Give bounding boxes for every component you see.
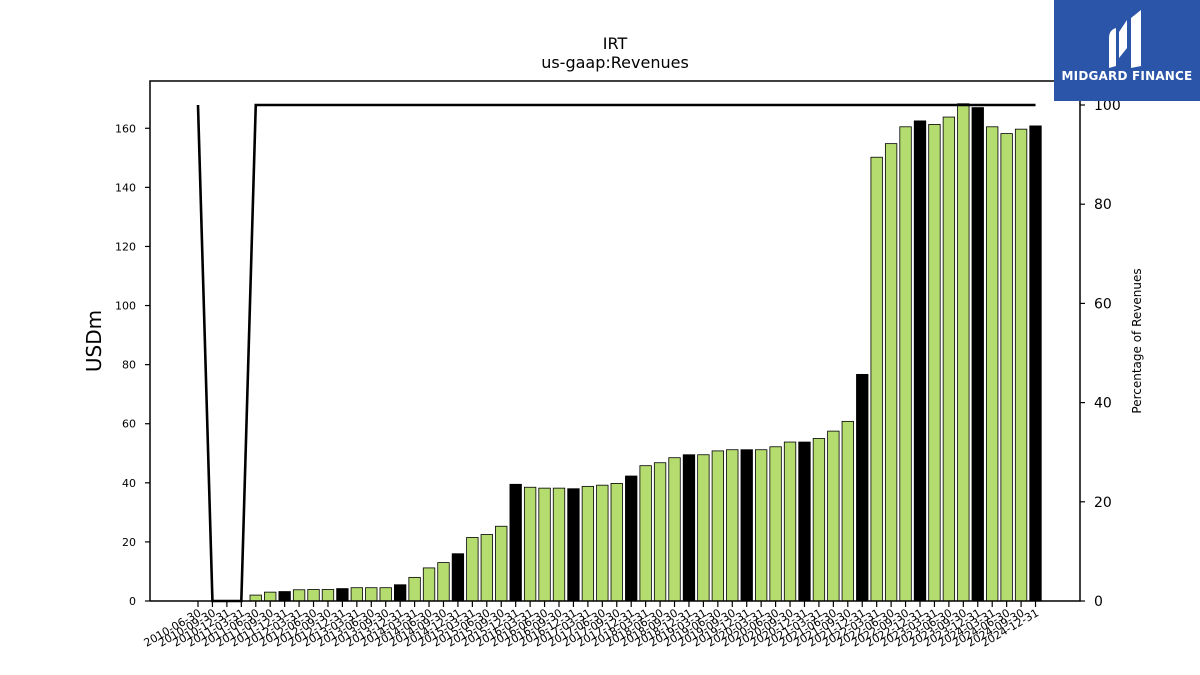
- bar-2024-09-30: [1014, 128, 1028, 602]
- bar-2012-03-31: [292, 589, 306, 602]
- bar-2024-12-31: [1029, 125, 1042, 602]
- logo-text: MIDGARD FINANCE: [1061, 69, 1193, 83]
- y-tick-label: 40: [122, 477, 136, 490]
- y-tick-label: 140: [115, 181, 136, 194]
- y-tick-label: 160: [115, 122, 136, 135]
- bar-2013-09-30: [379, 587, 392, 602]
- bar-2015-06-30: [480, 534, 493, 602]
- y-tick-label: 80: [122, 359, 136, 372]
- percentage-line: [196, 103, 1036, 603]
- chart-subtitle: us-gaap:Revenues: [541, 53, 689, 72]
- bar-2017-09-30: [610, 483, 623, 602]
- bar-2019-12-31: [740, 449, 753, 602]
- bar-2014-09-30: [437, 562, 450, 602]
- bar-2020-12-31: [798, 441, 811, 602]
- bar-2015-09-30: [495, 525, 508, 602]
- bar-2014-03-31: [408, 576, 421, 602]
- bar-2020-03-31: [755, 449, 768, 602]
- bar-2011-06-30: [249, 594, 262, 602]
- bar-2024-06-30: [1000, 133, 1013, 602]
- bar-2021-06-30: [827, 430, 840, 602]
- bar-2021-03-31: [812, 438, 826, 602]
- bar-2012-06-30: [307, 589, 320, 602]
- axes-layer: 0204060801001201401600204060801002010-06…: [115, 80, 1121, 650]
- brand-logo: MIDGARD FINANCE: [1054, 0, 1200, 101]
- bar-2023-03-31: [928, 124, 941, 602]
- bar-2017-06-30: [596, 484, 609, 602]
- bar-2013-12-31: [394, 584, 407, 602]
- logo-mark-icon: [1109, 10, 1141, 68]
- y2-tick-label: 20: [1094, 495, 1112, 511]
- y-tick-label: 120: [115, 240, 136, 253]
- y2-tick-label: 80: [1094, 197, 1112, 213]
- y-tick-label: 0: [129, 595, 136, 608]
- bar-2016-06-30: [538, 487, 551, 602]
- bars-layer: [249, 103, 1042, 602]
- bar-2021-12-31: [856, 373, 869, 602]
- bar-2013-03-31: [350, 587, 363, 602]
- bar-2014-06-30: [422, 567, 436, 602]
- bar-2019-06-30: [711, 450, 724, 602]
- bar-2020-06-30: [769, 446, 782, 602]
- y2-tick-label: 60: [1094, 296, 1112, 312]
- bar-2023-12-31: [971, 107, 984, 602]
- bar-2016-09-30: [552, 487, 566, 602]
- y-tick-label: 60: [122, 418, 136, 431]
- line-layer: [196, 103, 1036, 603]
- bar-2017-03-31: [581, 485, 595, 602]
- y2-axis-label: Percentage of Revenues: [1130, 268, 1144, 413]
- bar-2016-03-31: [523, 486, 537, 602]
- bar-2023-09-30: [957, 103, 970, 602]
- y-tick-label: 20: [122, 536, 136, 549]
- y2-tick-label: 40: [1094, 396, 1112, 412]
- bar-2018-09-30: [668, 457, 681, 602]
- bar-2020-09-30: [783, 441, 797, 602]
- bar-2018-12-31: [682, 454, 696, 602]
- bar-2018-06-30: [653, 462, 667, 602]
- bar-2017-12-31: [625, 475, 638, 602]
- bar-2022-12-31: [913, 120, 927, 602]
- bar-2011-09-30: [264, 591, 277, 602]
- bar-2018-03-31: [639, 465, 652, 602]
- bar-2019-03-31: [697, 454, 710, 602]
- bar-2014-12-31: [451, 553, 465, 602]
- bar-2023-06-30: [942, 116, 956, 602]
- y2-tick-label: 0: [1094, 594, 1103, 610]
- bar-2011-12-31: [278, 591, 291, 602]
- y2-tick-label: 100: [1094, 98, 1121, 114]
- bar-2024-03-31: [986, 126, 999, 602]
- bar-2015-12-31: [509, 483, 522, 602]
- bar-2012-09-30: [321, 589, 335, 602]
- bar-2012-12-31: [336, 588, 349, 602]
- bar-2019-09-30: [726, 449, 739, 602]
- y-tick-label: 100: [115, 300, 136, 313]
- bar-2022-06-30: [884, 143, 898, 602]
- bar-2016-12-31: [567, 488, 580, 602]
- y-axis-label: USDm: [82, 310, 106, 372]
- chart-title: IRT: [603, 34, 628, 53]
- bar-2015-03-31: [466, 537, 479, 602]
- bar-2013-06-30: [365, 587, 378, 602]
- bar-2022-09-30: [899, 126, 912, 602]
- bar-2021-09-30: [841, 420, 854, 602]
- bar-2022-03-31: [870, 156, 883, 602]
